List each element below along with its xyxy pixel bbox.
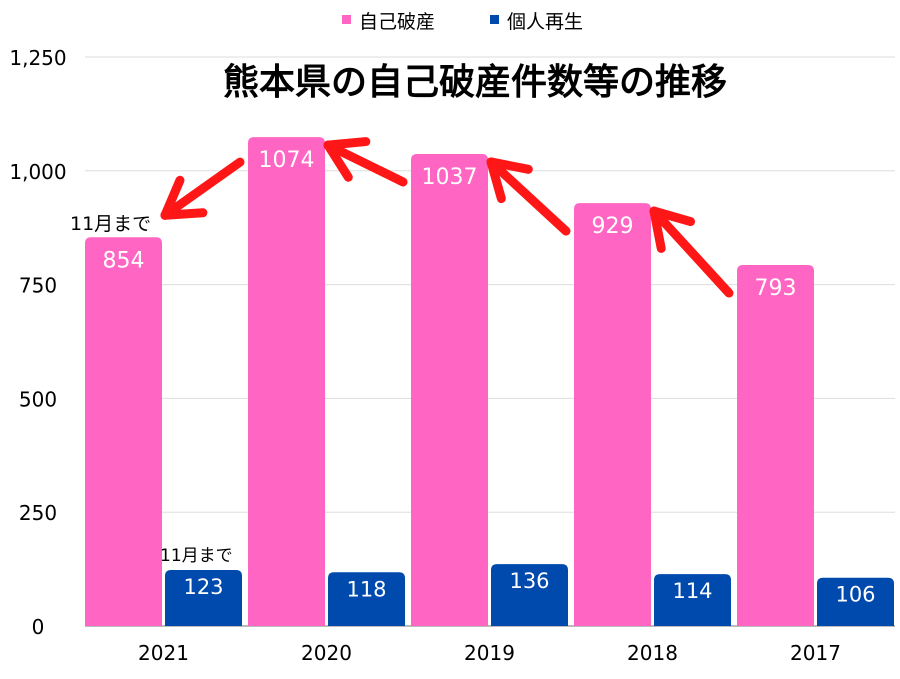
chart-title: 熊本県の自己破産件数等の推移 <box>223 62 727 103</box>
x-tick-label: 2020 <box>301 641 352 665</box>
red-arrow-icon <box>323 137 408 187</box>
bar-rehabilitation-2021 <box>165 570 242 626</box>
data-label: 929 <box>592 214 634 239</box>
y-tick-label: 750 <box>19 274 57 298</box>
bar-rehabilitation-2018 <box>654 574 731 626</box>
red-arrow-icon <box>486 157 571 236</box>
red-arrow-icon <box>160 157 245 220</box>
data-label: 854 <box>103 248 145 273</box>
bar-bankruptcy-2020 <box>248 137 325 626</box>
data-label: 118 <box>346 577 386 601</box>
bar-bankruptcy-2018 <box>574 203 651 626</box>
bar-bankruptcy-2019 <box>411 153 488 627</box>
data-label: 123 <box>183 575 223 599</box>
data-label: 136 <box>509 569 549 593</box>
data-label: 1074 <box>259 148 315 173</box>
x-tick-label: 2021 <box>138 641 189 665</box>
data-label: 1037 <box>422 165 478 190</box>
x-tick-label: 2017 <box>790 641 841 665</box>
bar-bankruptcy-2021 <box>85 237 162 626</box>
red-arrow-icon <box>649 206 734 298</box>
annotation-label: 11月まで <box>160 546 233 566</box>
legend-item: 個人再生 <box>490 11 583 33</box>
data-label: 114 <box>672 579 712 603</box>
y-tick-label: 1,000 <box>9 160 66 184</box>
legend-label: 自己破産 <box>359 11 435 33</box>
bar-rehabilitation-2019 <box>491 564 568 626</box>
y-tick-label: 250 <box>19 501 57 525</box>
y-tick-label: 0 <box>32 615 45 639</box>
legend-swatch <box>490 15 499 24</box>
legend-item: 自己破産 <box>342 11 435 33</box>
data-label: 793 <box>755 276 797 301</box>
x-tick-label: 2018 <box>627 641 678 665</box>
bar-bankruptcy-2017 <box>737 265 814 626</box>
legend-swatch <box>342 15 351 24</box>
annotation-label: 11月まで <box>70 213 151 235</box>
bar-rehabilitation-2017 <box>817 577 894 626</box>
legend-label: 個人再生 <box>507 11 583 33</box>
bar-rehabilitation-2020 <box>328 572 405 626</box>
data-label: 106 <box>835 583 875 607</box>
x-tick-label: 2019 <box>464 641 515 665</box>
y-tick-label: 500 <box>19 387 57 411</box>
y-tick-label: 1,250 <box>9 46 66 70</box>
